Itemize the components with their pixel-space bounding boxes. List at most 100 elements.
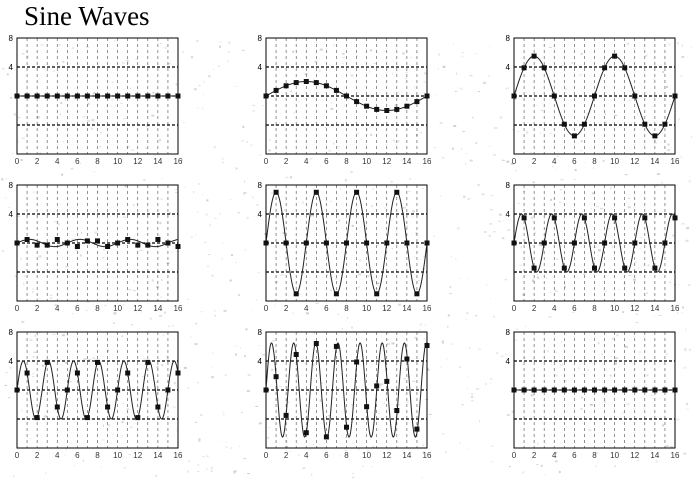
noise-speck bbox=[218, 65, 220, 67]
y-tick-label: 4 bbox=[258, 210, 263, 219]
noise-speck bbox=[390, 180, 393, 183]
noise-speck bbox=[267, 426, 271, 428]
data-point bbox=[333, 291, 339, 297]
noise-speck bbox=[377, 428, 379, 430]
noise-speck bbox=[475, 142, 478, 144]
noise-speck bbox=[361, 294, 363, 296]
data-point bbox=[384, 240, 390, 246]
data-point bbox=[54, 93, 60, 99]
y-tick-label: 4 bbox=[9, 63, 14, 72]
noise-speck bbox=[318, 419, 320, 421]
noise-speck bbox=[221, 258, 223, 260]
noise-speck bbox=[159, 139, 162, 141]
noise-speck bbox=[651, 106, 654, 108]
noise-speck bbox=[604, 121, 607, 124]
noise-speck bbox=[394, 104, 398, 107]
x-tick-label: 0 bbox=[264, 451, 269, 460]
noise-speck bbox=[256, 204, 259, 206]
noise-speck bbox=[490, 209, 493, 211]
noise-speck bbox=[28, 353, 30, 355]
noise-speck bbox=[461, 52, 464, 54]
noise-speck bbox=[333, 44, 335, 47]
noise-speck bbox=[603, 400, 606, 403]
data-point bbox=[323, 434, 329, 440]
noise-speck bbox=[259, 154, 263, 156]
noise-speck bbox=[517, 202, 520, 204]
noise-speck bbox=[60, 102, 63, 104]
noise-speck bbox=[193, 191, 195, 194]
noise-speck bbox=[654, 393, 657, 394]
noise-speck bbox=[330, 200, 333, 202]
noise-speck bbox=[326, 95, 328, 98]
noise-speck bbox=[593, 166, 595, 169]
noise-speck bbox=[494, 127, 498, 129]
noise-speck bbox=[469, 159, 473, 162]
noise-speck bbox=[393, 390, 395, 393]
noise-speck bbox=[600, 208, 604, 210]
noise-speck bbox=[415, 232, 418, 235]
noise-speck bbox=[252, 110, 256, 112]
noise-speck bbox=[61, 173, 64, 176]
x-tick-label: 14 bbox=[402, 157, 411, 166]
noise-speck bbox=[392, 139, 395, 142]
noise-speck bbox=[187, 470, 189, 473]
noise-speck bbox=[91, 127, 93, 130]
noise-speck bbox=[661, 182, 663, 184]
noise-speck bbox=[50, 294, 53, 296]
noise-speck bbox=[211, 274, 214, 277]
data-point bbox=[612, 53, 618, 59]
noise-speck bbox=[21, 409, 23, 412]
sine-chart-6: 8 4 0 2 4 6 8 10 12 14 16 bbox=[506, 181, 680, 313]
data-point bbox=[74, 244, 80, 249]
noise-speck bbox=[250, 144, 253, 146]
noise-speck bbox=[4, 372, 8, 374]
y-tick-label: 8 bbox=[506, 34, 511, 43]
noise-speck bbox=[452, 147, 454, 150]
noise-speck bbox=[507, 229, 511, 231]
noise-speck bbox=[577, 119, 579, 122]
noise-speck bbox=[604, 290, 607, 292]
noise-speck bbox=[239, 347, 241, 349]
noise-speck bbox=[580, 52, 583, 55]
noise-speck bbox=[156, 366, 159, 369]
noise-speck bbox=[59, 113, 61, 116]
data-point bbox=[602, 387, 608, 393]
noise-speck bbox=[33, 351, 37, 353]
noise-speck bbox=[319, 48, 323, 51]
x-tick-label: 16 bbox=[423, 304, 432, 313]
noise-speck bbox=[72, 313, 74, 315]
data-point bbox=[54, 404, 60, 410]
noise-speck bbox=[61, 334, 65, 337]
data-point bbox=[303, 79, 309, 84]
noise-speck bbox=[644, 54, 648, 57]
noise-speck bbox=[328, 237, 330, 239]
noise-speck bbox=[43, 415, 47, 418]
noise-speck bbox=[564, 283, 566, 286]
noise-speck bbox=[678, 284, 680, 286]
data-point bbox=[115, 387, 121, 393]
noise-speck bbox=[531, 299, 533, 301]
noise-speck bbox=[591, 192, 595, 195]
x-tick-label: 8 bbox=[95, 451, 100, 460]
data-point bbox=[521, 387, 527, 393]
noise-speck bbox=[536, 104, 538, 107]
noise-speck bbox=[268, 149, 271, 152]
noise-speck bbox=[330, 102, 333, 104]
noise-speck bbox=[102, 355, 104, 357]
noise-speck bbox=[597, 255, 599, 256]
noise-speck bbox=[89, 418, 93, 420]
noise-speck bbox=[330, 107, 334, 110]
noise-speck bbox=[210, 376, 214, 379]
x-tick-label: 16 bbox=[174, 157, 183, 166]
noise-speck bbox=[87, 102, 90, 105]
noise-speck bbox=[17, 141, 19, 143]
data-point bbox=[404, 356, 410, 362]
data-point bbox=[165, 93, 171, 99]
noise-speck bbox=[539, 132, 541, 134]
noise-speck bbox=[614, 465, 617, 467]
noise-speck bbox=[466, 312, 469, 315]
noise-speck bbox=[100, 465, 102, 468]
noise-speck bbox=[105, 369, 107, 371]
noise-speck bbox=[588, 429, 592, 432]
noise-speck bbox=[14, 275, 18, 278]
